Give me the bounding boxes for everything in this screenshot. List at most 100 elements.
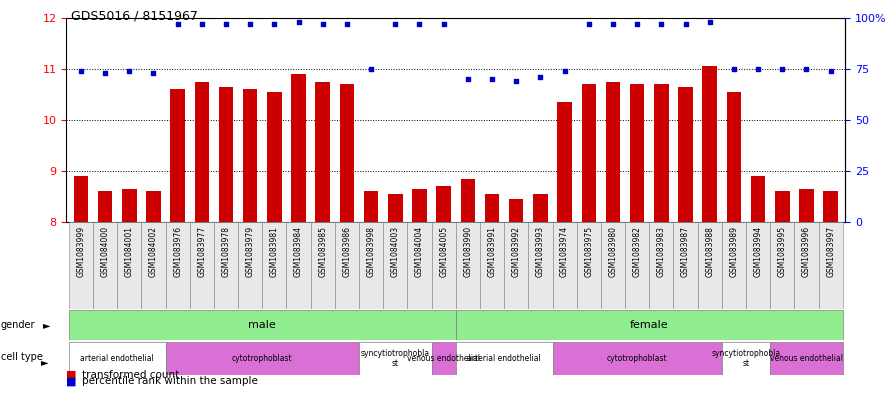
Text: GSM1084001: GSM1084001 [125, 226, 134, 277]
Bar [165, 342, 359, 375]
Bar [432, 222, 456, 309]
Bar [267, 92, 281, 222]
Bar [722, 342, 770, 375]
Text: syncytiotrophobla
st: syncytiotrophobla st [361, 349, 430, 368]
Point [751, 66, 766, 72]
Text: venous endothelial: venous endothelial [407, 354, 481, 363]
Bar [122, 189, 136, 222]
Bar [485, 194, 499, 222]
Text: ►: ► [41, 358, 48, 367]
Text: GSM1084004: GSM1084004 [415, 226, 424, 277]
Bar [722, 222, 746, 309]
Bar [819, 222, 843, 309]
Point [679, 21, 693, 27]
Text: GSM1084002: GSM1084002 [149, 226, 158, 277]
Point [171, 21, 185, 27]
Bar [364, 191, 379, 222]
Bar [703, 66, 717, 222]
Bar [340, 84, 354, 222]
Text: ■: ■ [66, 369, 77, 380]
Point [727, 66, 741, 72]
Bar [552, 222, 577, 309]
Text: ■: ■ [66, 376, 77, 386]
Bar [605, 81, 620, 222]
Bar [98, 191, 112, 222]
Text: arterial endothelial: arterial endothelial [81, 354, 154, 363]
Bar [727, 92, 741, 222]
Point [122, 68, 136, 74]
Text: cytotrophoblast: cytotrophoblast [232, 354, 293, 363]
Point [799, 66, 813, 72]
Bar [335, 222, 359, 309]
Bar [287, 222, 311, 309]
Text: GSM1083990: GSM1083990 [464, 226, 473, 277]
Bar [412, 189, 427, 222]
Bar [528, 222, 552, 309]
Text: male: male [249, 320, 276, 330]
Point [606, 21, 620, 27]
Bar [460, 178, 475, 222]
Bar [504, 222, 528, 309]
Bar [509, 199, 524, 222]
Point [775, 66, 789, 72]
Bar [697, 222, 722, 309]
Point [534, 74, 548, 80]
Text: GSM1083986: GSM1083986 [342, 226, 351, 277]
Point [485, 76, 499, 82]
Point [630, 21, 644, 27]
Bar [480, 222, 504, 309]
Text: GSM1083974: GSM1083974 [560, 226, 569, 277]
Text: GSM1083996: GSM1083996 [802, 226, 811, 277]
Point [461, 76, 475, 82]
Bar [142, 222, 165, 309]
Bar [214, 222, 238, 309]
Point [654, 21, 668, 27]
Text: GSM1083981: GSM1083981 [270, 226, 279, 277]
Point [509, 78, 523, 84]
Bar [238, 222, 262, 309]
Point [558, 68, 572, 74]
Point [219, 21, 233, 27]
Bar [654, 84, 668, 222]
Point [146, 70, 160, 76]
Bar [799, 189, 813, 222]
Bar [189, 222, 214, 309]
Text: GSM1083977: GSM1083977 [197, 226, 206, 277]
Point [824, 68, 838, 74]
Point [412, 21, 427, 27]
Text: GSM1083995: GSM1083995 [778, 226, 787, 277]
Text: GSM1083979: GSM1083979 [246, 226, 255, 277]
Bar [650, 222, 673, 309]
Text: GSM1083980: GSM1083980 [609, 226, 618, 277]
Bar [552, 342, 722, 375]
Bar [93, 222, 117, 309]
Bar [359, 222, 383, 309]
Text: GDS5016 / 8151967: GDS5016 / 8151967 [71, 10, 197, 23]
Bar [165, 222, 189, 309]
Bar [625, 222, 650, 309]
Point [581, 21, 596, 27]
Text: ►: ► [42, 320, 50, 330]
Text: percentile rank within the sample: percentile rank within the sample [82, 376, 258, 386]
Bar [311, 222, 335, 309]
Bar [533, 194, 548, 222]
Text: GSM1083978: GSM1083978 [221, 226, 230, 277]
Bar [456, 222, 480, 309]
Bar [823, 191, 838, 222]
Bar [746, 222, 770, 309]
Bar [436, 186, 451, 222]
Text: GSM1083975: GSM1083975 [584, 226, 593, 277]
Bar [558, 102, 572, 222]
Bar [601, 222, 625, 309]
Bar [630, 84, 644, 222]
Text: female: female [630, 320, 668, 330]
Text: GSM1083999: GSM1083999 [76, 226, 85, 277]
Text: GSM1083976: GSM1083976 [173, 226, 182, 277]
Text: cell type: cell type [1, 352, 42, 362]
Bar [315, 81, 330, 222]
Text: transformed count: transformed count [82, 369, 180, 380]
Bar [73, 176, 88, 222]
Bar [117, 222, 142, 309]
Bar [770, 222, 795, 309]
Bar [243, 89, 258, 222]
